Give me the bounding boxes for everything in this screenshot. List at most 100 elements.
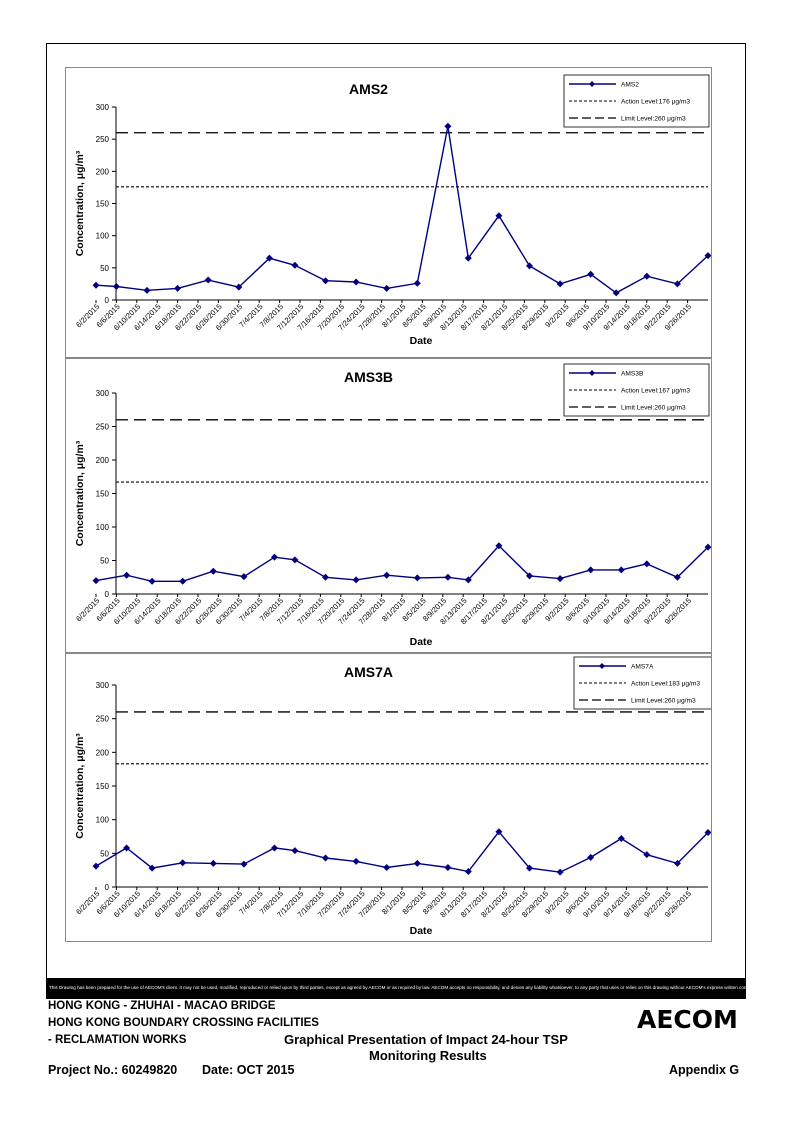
data-point-marker [148,577,156,585]
data-point-marker [383,571,391,579]
data-point-marker [464,868,472,876]
y-tick-label: 0 [105,590,110,599]
drawing-frame [46,43,746,999]
data-point-marker [673,859,681,867]
data-point-marker [322,277,329,285]
data-point-marker [271,553,278,561]
y-tick-label: 150 [96,782,110,791]
legend-label-series: AMS3B [621,371,644,378]
chart-svg-1: 0501001502002503006/2/20156/6/20156/10/2… [74,363,711,648]
chart-panel-ams7a: 0 50 100 150 200 250 300 6/2/2015 6/6/2015 6/10/2… [65,653,712,942]
x-axis-label: Date [410,925,433,937]
data-point-marker [112,282,120,290]
data-point-marker [556,280,564,288]
data-point-marker [92,281,100,289]
data-point-marker [464,254,472,262]
data-point-marker [526,262,533,270]
appendix-label: Appendix G [669,1063,740,1077]
data-point-marker [617,835,625,843]
data-point-marker [495,542,503,550]
data-point-marker [352,857,360,865]
y-tick-label: 50 [100,849,109,858]
data-point-marker [148,864,156,872]
x-axis-label: Date [410,335,433,347]
data-point-marker [352,278,360,286]
data-point-marker [209,859,217,867]
y-axis-label: Concentration, μg/m³ [74,440,86,546]
y-tick-label: 0 [105,883,110,892]
y-tick-label: 300 [96,103,110,112]
data-point-marker [643,851,651,859]
legend-label-series: AMS2 [621,82,639,89]
legend-marker [589,81,595,87]
legend-label-action: Action Level:176 μg/m3 [621,99,690,106]
data-point-marker [291,847,299,855]
data-point-marker [704,543,711,551]
y-axis-label: Concentration, μg/m³ [74,733,86,839]
project-name-line-3: - RECLAMATION WORKS [48,1034,187,1046]
chart-title: AMS2 [349,81,388,97]
data-point-marker [240,860,248,868]
y-tick-label: 50 [100,264,109,273]
data-point-marker [495,212,503,220]
y-tick-label: 250 [96,715,110,724]
y-tick-label: 250 [96,423,110,432]
drawing-heading-1: Graphical Presentation of Impact 24-hour… [284,1032,568,1047]
data-point-marker [612,289,620,297]
x-axis-label: Date [410,636,433,648]
data-point-marker [322,573,329,581]
drawing-heading-2: Monitoring Results [369,1048,487,1063]
y-tick-label: 250 [96,135,110,144]
y-tick-label: 100 [96,816,110,825]
data-point-marker [444,573,452,581]
data-point-marker [643,560,651,568]
disclaimer-bar: This Drawing has been prepared for the u… [46,978,746,998]
data-point-marker [123,844,131,852]
legend-label-action: Action Level:183 μg/m3 [631,681,700,688]
data-point-marker [556,868,564,876]
data-point-marker [235,283,243,291]
legend-label-series: AMS7A [631,664,654,671]
data-point-marker [617,566,625,574]
data-point-marker [179,577,187,585]
data-point-marker [413,859,421,867]
data-point-marker [444,863,452,871]
data-point-marker [444,122,452,130]
legend-label-limit: Limit Level:260 μg/m3 [631,698,696,705]
project-name-line-2: HONG KONG BOUNDARY CROSSING FACILITIES [48,1017,319,1029]
chart-panel-ams3b: 0 50 100 150 200 250 300 6/2/2015 6/6/2015 6/10/2… [65,358,712,653]
data-point-marker [413,574,421,582]
data-point-marker [704,828,711,836]
drawing-date: Date: OCT 2015 [202,1063,295,1077]
project-name-line-1: HONG KONG - ZHUHAI - MACAO BRIDGE [48,1000,276,1012]
legend-marker [599,663,605,669]
data-point-marker [383,863,391,871]
data-point-marker [291,261,299,269]
chart-panel-ams2: 0 50 100 150 200 250 300 6/2/2015 6/6/2015 6/10/2… [65,67,712,358]
y-tick-label: 200 [96,748,110,757]
y-tick-label: 300 [96,681,110,690]
chart-svg-0: 0501001502002503006/2/20156/6/20156/10/2… [74,74,711,347]
project-number: Project No.: 60249820 [48,1063,178,1077]
data-point-marker [209,567,217,575]
legend-label-limit: Limit Level:260 μg/m3 [621,116,686,123]
data-point-marker [123,571,131,579]
series-line-ams3b [95,544,709,583]
data-point-marker [383,284,391,292]
data-point-marker [526,572,533,580]
data-point-marker [495,828,503,836]
data-point-marker [271,844,278,852]
legend-label-limit: Limit Level:260 μg/m3 [621,405,686,412]
data-point-marker [526,864,533,872]
data-point-marker [291,556,299,564]
y-tick-label: 200 [96,167,110,176]
series-line-ams7a [95,830,709,873]
legend-marker [589,370,595,376]
aecom-logo: AECOM [637,1005,738,1034]
y-tick-label: 100 [96,523,110,532]
data-point-marker [587,566,595,574]
data-point-marker [643,272,651,280]
data-point-marker [92,862,100,870]
y-tick-label: 100 [96,232,110,241]
chart-svg-2: 0501001502002503006/2/20156/6/20156/10/2… [74,656,711,937]
